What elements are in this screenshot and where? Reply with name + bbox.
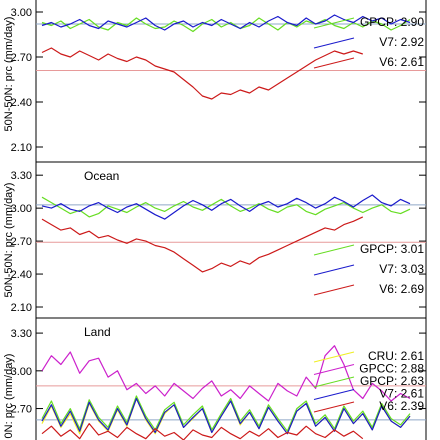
series-line-gpcp bbox=[41, 196, 411, 218]
y-tick-label: 2.70 bbox=[11, 52, 32, 64]
legend-label-gpcp: GPCP: 3.01 bbox=[360, 242, 424, 256]
panel-top-ylabel: 50N-50N: prc (mm/day) bbox=[3, 17, 15, 132]
panel-land-frame bbox=[35, 317, 427, 440]
legend-swatch-v7 bbox=[313, 37, 355, 49]
legend-label-gpcp: GPCP: 2.63 bbox=[360, 374, 424, 388]
panel-land-ylabel: 0N: prc (mm/day) bbox=[3, 354, 15, 439]
y-tick-label: 3.00 bbox=[11, 203, 32, 215]
legend-swatch-v7 bbox=[313, 389, 355, 400]
legend-label-v6: V6: 2.39 bbox=[379, 399, 424, 413]
panel-land-ticks: 3.30 3.00 2.70 bbox=[11, 328, 426, 416]
panel-land-title: Land bbox=[84, 325, 111, 339]
legend-swatch-v7 bbox=[313, 264, 355, 276]
legend-label-gpcc: GPCC: 2.88 bbox=[359, 362, 424, 376]
legend-label-gpcp: GPCP: 2.90 bbox=[360, 15, 424, 29]
y-tick-label: 2.70 bbox=[11, 404, 32, 416]
legend-swatch-gpcp bbox=[313, 244, 355, 256]
legend-swatch-cru bbox=[313, 351, 355, 363]
panel-ocean-ticks: 3.30 3.00 2.70 2.40 2.10 bbox=[11, 170, 426, 314]
legend-swatch-v6 bbox=[313, 401, 355, 413]
y-tick-label: 2.40 bbox=[11, 269, 32, 281]
legend-swatch-gpcp bbox=[313, 17, 355, 29]
panel-top-series bbox=[41, 14, 411, 100]
panel-ocean-legend: GPCP: 3.01 V7: 3.03 V6: 2.69 bbox=[313, 242, 424, 296]
y-tick-label: 3.30 bbox=[11, 328, 32, 340]
y-tick-label: 2.40 bbox=[11, 97, 32, 109]
y-tick-label: 2.70 bbox=[11, 236, 32, 248]
panel-ocean: 3.30 3.00 2.70 2.40 2.10 GPCP: 3.01 V7: 3.03 V… bbox=[3, 161, 427, 319]
panel-top-mean-lines bbox=[36, 23, 426, 71]
panel-top-legend: GPCP: 2.90 V7: 2.92 V6: 2.61 bbox=[313, 15, 424, 69]
series-line-v7 bbox=[41, 14, 411, 31]
legend-label-cru: CRU: 2.61 bbox=[368, 349, 424, 363]
panel-ocean-title: Ocean bbox=[84, 169, 119, 183]
legend-swatch-gpcp bbox=[313, 376, 355, 388]
series-line-gpcc bbox=[41, 345, 411, 402]
legend-label-v6: V6: 2.61 bbox=[379, 55, 424, 69]
panel-ocean-ylabel: 50N-50N: prc (mm/day) bbox=[3, 183, 15, 298]
y-tick-label: 2.10 bbox=[11, 142, 32, 154]
y-tick-label: 3.00 bbox=[11, 7, 32, 19]
panel-ocean-mean-lines bbox=[36, 204, 426, 243]
panel-ocean-frame bbox=[35, 161, 427, 319]
series-line-v7 bbox=[41, 194, 411, 220]
series-line-v6 bbox=[41, 423, 364, 440]
legend-label-v6: V6: 2.69 bbox=[379, 282, 424, 296]
y-tick-label: 3.00 bbox=[11, 366, 32, 378]
series-line-gpcp bbox=[41, 395, 411, 432]
series-line-v6 bbox=[41, 47, 363, 100]
panel-land-series bbox=[41, 345, 411, 440]
panel-top-ticks: 3.00 2.70 2.40 2.10 bbox=[11, 7, 426, 154]
legend-swatch-v6 bbox=[313, 284, 355, 296]
panel-top: 3.00 2.70 2.40 2.10 GPCP: 2.90 V7: 2.92 V6: 2… bbox=[3, 0, 427, 163]
legend-label-v7: V7: 2.61 bbox=[379, 387, 424, 401]
series-line-gpcp bbox=[41, 17, 411, 33]
y-tick-label: 3.30 bbox=[11, 170, 32, 182]
panel-ocean-series bbox=[41, 194, 411, 273]
y-tick-label: 2.10 bbox=[11, 302, 32, 314]
legend-label-v7: V7: 2.92 bbox=[379, 35, 424, 49]
series-line-v7 bbox=[41, 397, 411, 435]
legend-swatch-v6 bbox=[313, 57, 355, 69]
legend-label-v7: V7: 3.03 bbox=[379, 262, 424, 276]
legend-swatch-gpcc bbox=[313, 364, 355, 375]
series-line-v6 bbox=[41, 216, 364, 273]
